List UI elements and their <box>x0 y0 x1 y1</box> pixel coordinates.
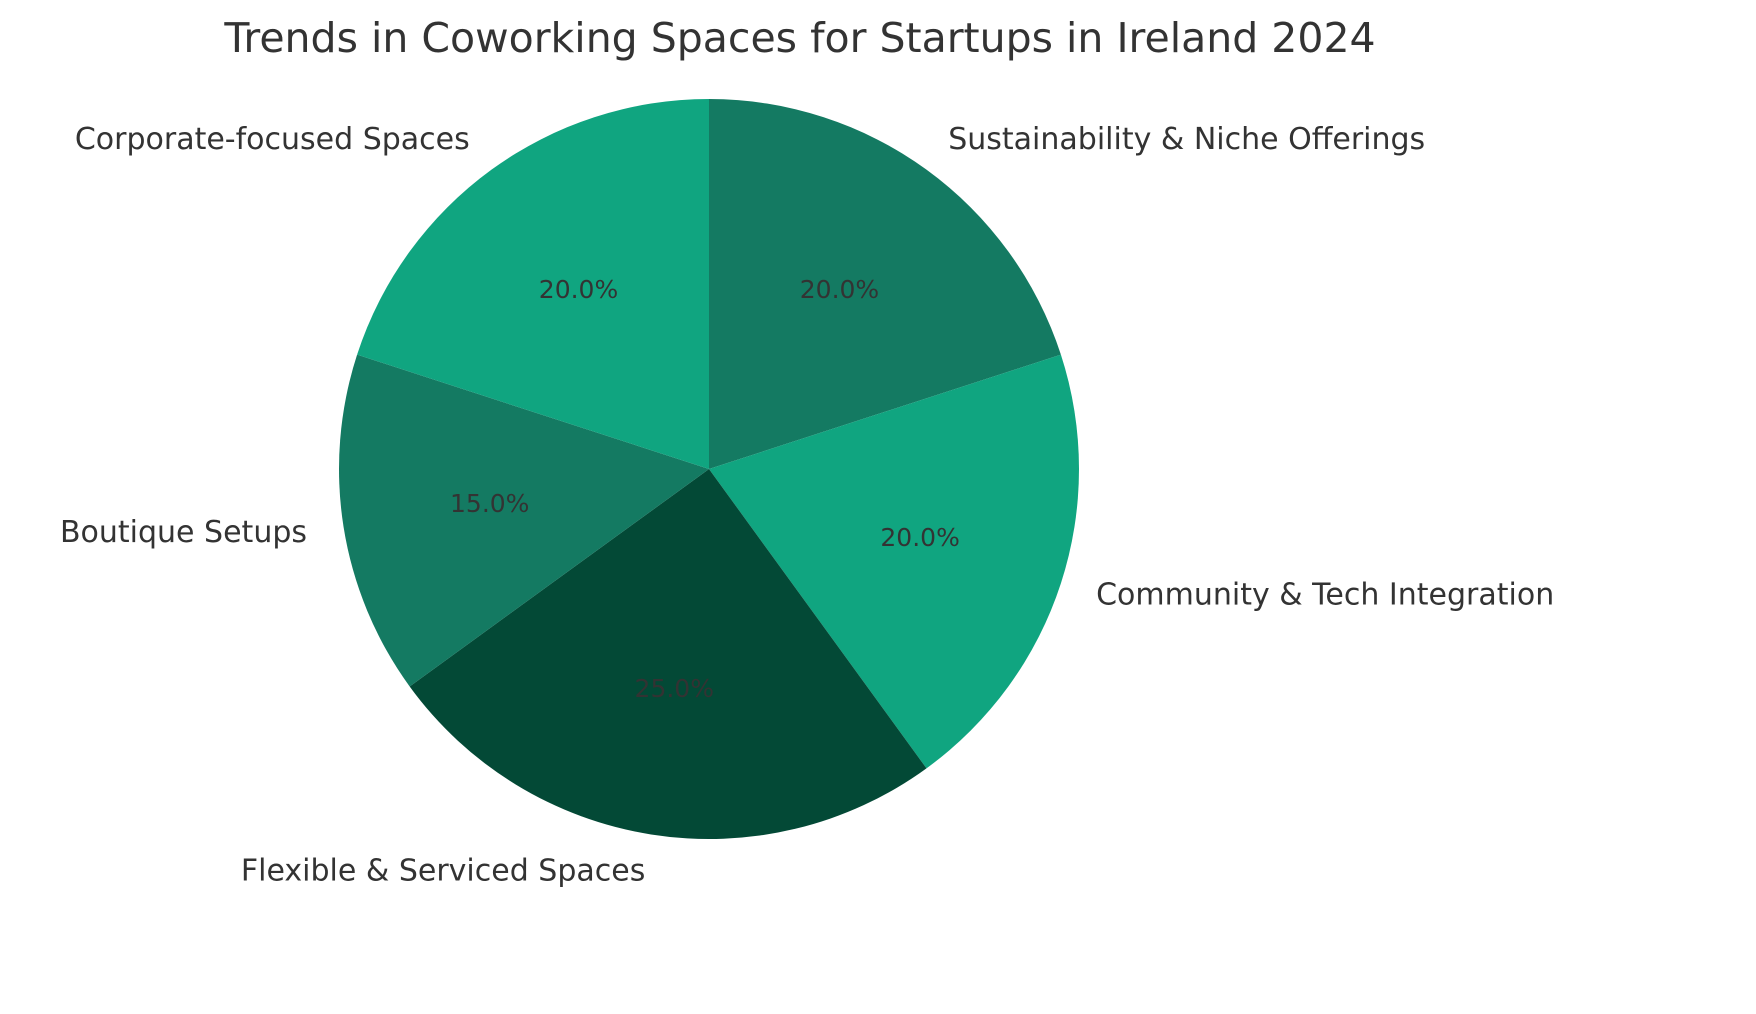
pie-slice-corporate-focused-spaces <box>357 99 709 469</box>
pie-slice-community-and-tech-integration <box>709 354 1080 769</box>
pie-slice-sustainability-and-niche-offerings <box>709 99 1061 469</box>
percentage-labels: 20.0% 20.0% 25.0% 15.0% 20.0% <box>450 275 960 703</box>
pct-label-boutique-setups: 15.0% <box>450 489 529 518</box>
pct-label-flexible-and-serviced-spaces: 25.0% <box>635 674 714 703</box>
category-label-flexible-and-serviced-spaces: Flexible & Serviced Spaces <box>241 853 645 888</box>
pct-label-sustainability-and-niche-offerings: 20.0% <box>800 275 879 304</box>
category-label-boutique-setups: Boutique Setups <box>60 515 307 550</box>
chart-title: Trends in Coworking Spaces for Startups … <box>224 14 1376 62</box>
pct-label-community-and-tech-integration: 20.0% <box>880 523 959 552</box>
pct-label-corporate-focused-spaces: 20.0% <box>539 275 618 304</box>
pie-slice-boutique-setups <box>338 354 709 687</box>
pie-slice-flexible-and-serviced-spaces <box>409 469 927 840</box>
pie-slices <box>338 99 1080 840</box>
category-label-sustainability-and-niche-offerings: Sustainability & Niche Offerings <box>948 122 1425 157</box>
category-label-community-and-tech-integration: Community & Tech Integration <box>1096 577 1554 612</box>
category-labels: Sustainability & Niche Offerings Communit… <box>60 122 1554 888</box>
category-label-corporate-focused-spaces: Corporate-focused Spaces <box>75 122 470 157</box>
